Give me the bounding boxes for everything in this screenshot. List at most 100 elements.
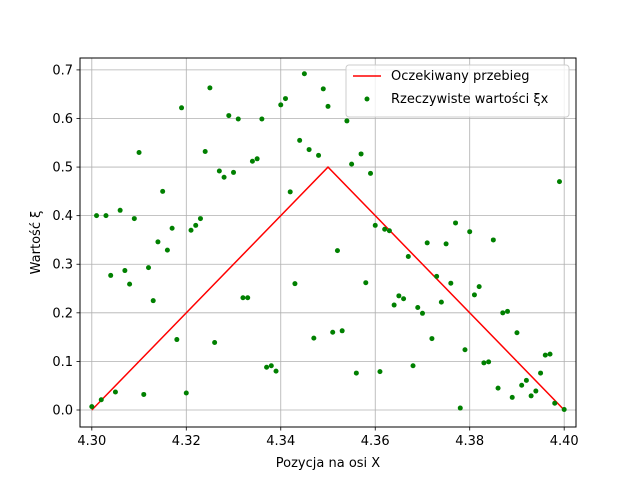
y-tick-label: 0.3 bbox=[52, 258, 73, 273]
scatter-point bbox=[505, 308, 510, 314]
scatter-point bbox=[235, 116, 241, 122]
scatter-point bbox=[528, 393, 534, 399]
scatter-point bbox=[353, 370, 359, 376]
scatter-point bbox=[221, 174, 227, 180]
scatter-point bbox=[212, 339, 218, 345]
scatter-point bbox=[448, 280, 454, 286]
scatter-point bbox=[405, 253, 411, 259]
scatter-point bbox=[108, 272, 114, 278]
scatter-point bbox=[542, 352, 548, 358]
scatter-point bbox=[306, 147, 312, 153]
scatter-point bbox=[94, 213, 100, 219]
scatter-point bbox=[311, 335, 317, 341]
legend-box bbox=[345, 64, 570, 118]
scatter-point bbox=[419, 310, 425, 316]
scatter-point bbox=[98, 397, 104, 403]
scatter-point bbox=[117, 207, 123, 213]
scatter-point bbox=[127, 281, 133, 287]
scatter-point bbox=[141, 391, 147, 397]
scatter-point bbox=[514, 330, 520, 336]
y-axis-label: Wartość ξ bbox=[29, 211, 44, 275]
scatter-point bbox=[131, 216, 137, 222]
scatter-point bbox=[490, 237, 496, 243]
x-tick-label: 4.38 bbox=[455, 434, 484, 449]
scatter-point bbox=[434, 273, 440, 279]
scatter-point bbox=[467, 229, 473, 235]
scatter-point bbox=[207, 85, 213, 91]
scatter-point bbox=[523, 377, 529, 383]
y-tick-label: 0.5 bbox=[52, 161, 73, 176]
x-tick-label: 4.40 bbox=[550, 434, 579, 449]
scatter-point bbox=[264, 364, 270, 370]
scatter-point bbox=[146, 265, 151, 271]
y-tick-label: 0.0 bbox=[52, 403, 73, 418]
scatter-point bbox=[457, 405, 463, 411]
scatter-point bbox=[481, 360, 487, 366]
scatter-point bbox=[297, 137, 303, 143]
scatter-point bbox=[282, 96, 288, 102]
scatter-point bbox=[325, 103, 331, 109]
scatter-point bbox=[278, 102, 284, 108]
scatter-point bbox=[339, 328, 345, 334]
scatter-point bbox=[476, 284, 482, 290]
y-tick-label: 0.2 bbox=[52, 306, 73, 321]
scatter-point bbox=[112, 389, 118, 395]
scatter-point bbox=[471, 292, 477, 298]
scatter-point bbox=[245, 295, 251, 301]
scatter-point bbox=[556, 179, 562, 185]
scatter-point bbox=[164, 247, 170, 253]
scatter-point bbox=[372, 222, 378, 228]
scatter-point bbox=[330, 329, 336, 335]
scatter-point bbox=[301, 71, 307, 77]
scatter-point bbox=[561, 407, 567, 413]
scatter-point bbox=[396, 293, 402, 299]
scatter-point bbox=[89, 404, 95, 410]
legend-label-actual: Rzeczywiste wartości ξx bbox=[391, 92, 549, 107]
scatter-point bbox=[424, 240, 430, 246]
x-tick-label: 4.32 bbox=[172, 434, 201, 449]
scatter-point bbox=[268, 363, 274, 369]
x-axis-label: Pozycja na osi X bbox=[276, 456, 381, 471]
scatter-point bbox=[287, 189, 293, 195]
scatter-point bbox=[226, 113, 232, 119]
scatter-point bbox=[193, 222, 199, 228]
expected-line bbox=[91, 165, 565, 411]
y-tick-label: 0.4 bbox=[52, 209, 73, 224]
scatter-point bbox=[358, 151, 364, 157]
y-tick-label: 0.6 bbox=[52, 112, 73, 127]
scatter-point bbox=[438, 299, 444, 305]
scatter-point bbox=[509, 394, 515, 400]
scatter-point bbox=[188, 227, 194, 233]
plot-series bbox=[89, 71, 567, 413]
scatter-point bbox=[363, 280, 369, 286]
legend-marker-swatch bbox=[364, 96, 370, 102]
scatter-point bbox=[197, 216, 203, 222]
scatter-point bbox=[443, 241, 449, 247]
scatter-point bbox=[160, 188, 166, 194]
scatter-point bbox=[169, 225, 175, 231]
scatter-point bbox=[519, 382, 525, 388]
scatter-point bbox=[320, 86, 326, 92]
scatter-point bbox=[174, 337, 180, 343]
scatter-point bbox=[344, 118, 350, 124]
scatter-point bbox=[410, 363, 416, 369]
scatter-point bbox=[216, 168, 222, 174]
scatter-point bbox=[401, 296, 407, 302]
scatter-point bbox=[486, 359, 492, 365]
y-ticks: 0.0 0.1 0.2 0.3 0.4 0.5 0.6 0.7 bbox=[52, 63, 80, 418]
y-tick-label: 0.7 bbox=[52, 63, 73, 78]
scatter-point bbox=[415, 304, 421, 310]
scatter-point bbox=[495, 385, 501, 391]
scatter-point bbox=[453, 220, 459, 226]
x-tick-label: 4.34 bbox=[266, 434, 295, 449]
scatter-point bbox=[386, 228, 392, 234]
scatter-point bbox=[136, 150, 142, 155]
scatter-point bbox=[292, 281, 298, 287]
scatter-point bbox=[552, 400, 558, 406]
scatter-point bbox=[150, 298, 156, 304]
scatter-point bbox=[547, 351, 553, 357]
scatter-point bbox=[538, 370, 544, 376]
x-tick-label: 4.30 bbox=[77, 434, 106, 449]
legend: Oczekiwany przebieg Rzeczywiste wartości… bbox=[345, 64, 570, 118]
scatter-point bbox=[349, 161, 355, 167]
